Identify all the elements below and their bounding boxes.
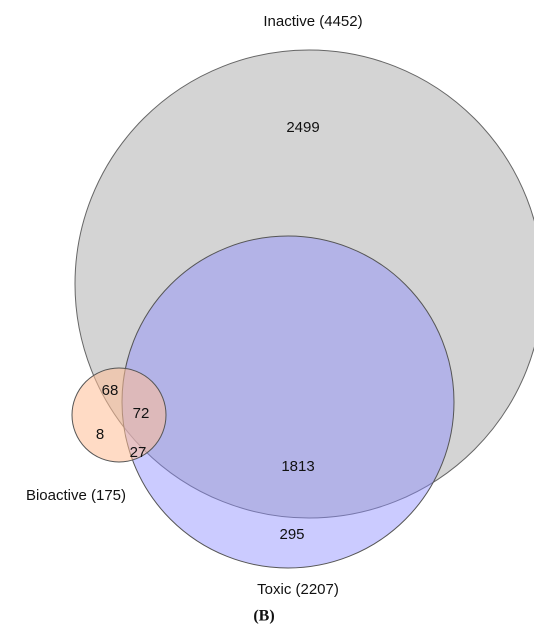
set-label: Bioactive (175) (26, 487, 126, 504)
inactive-circle (74, 49, 534, 519)
region-count: 8 (96, 426, 104, 443)
region-count: 27 (130, 444, 147, 461)
toxic-circle (121, 235, 455, 569)
region-count: 72 (133, 405, 150, 422)
region-count: 68 (102, 382, 119, 399)
set-label: Inactive (4452) (263, 13, 362, 30)
set-label: Toxic (2207) (257, 581, 339, 598)
region-count: 295 (279, 526, 304, 543)
region-count: 2499 (286, 119, 319, 136)
caption: (B) (253, 608, 274, 625)
bioactive-circle (71, 367, 167, 463)
region-count: 1813 (281, 458, 314, 475)
